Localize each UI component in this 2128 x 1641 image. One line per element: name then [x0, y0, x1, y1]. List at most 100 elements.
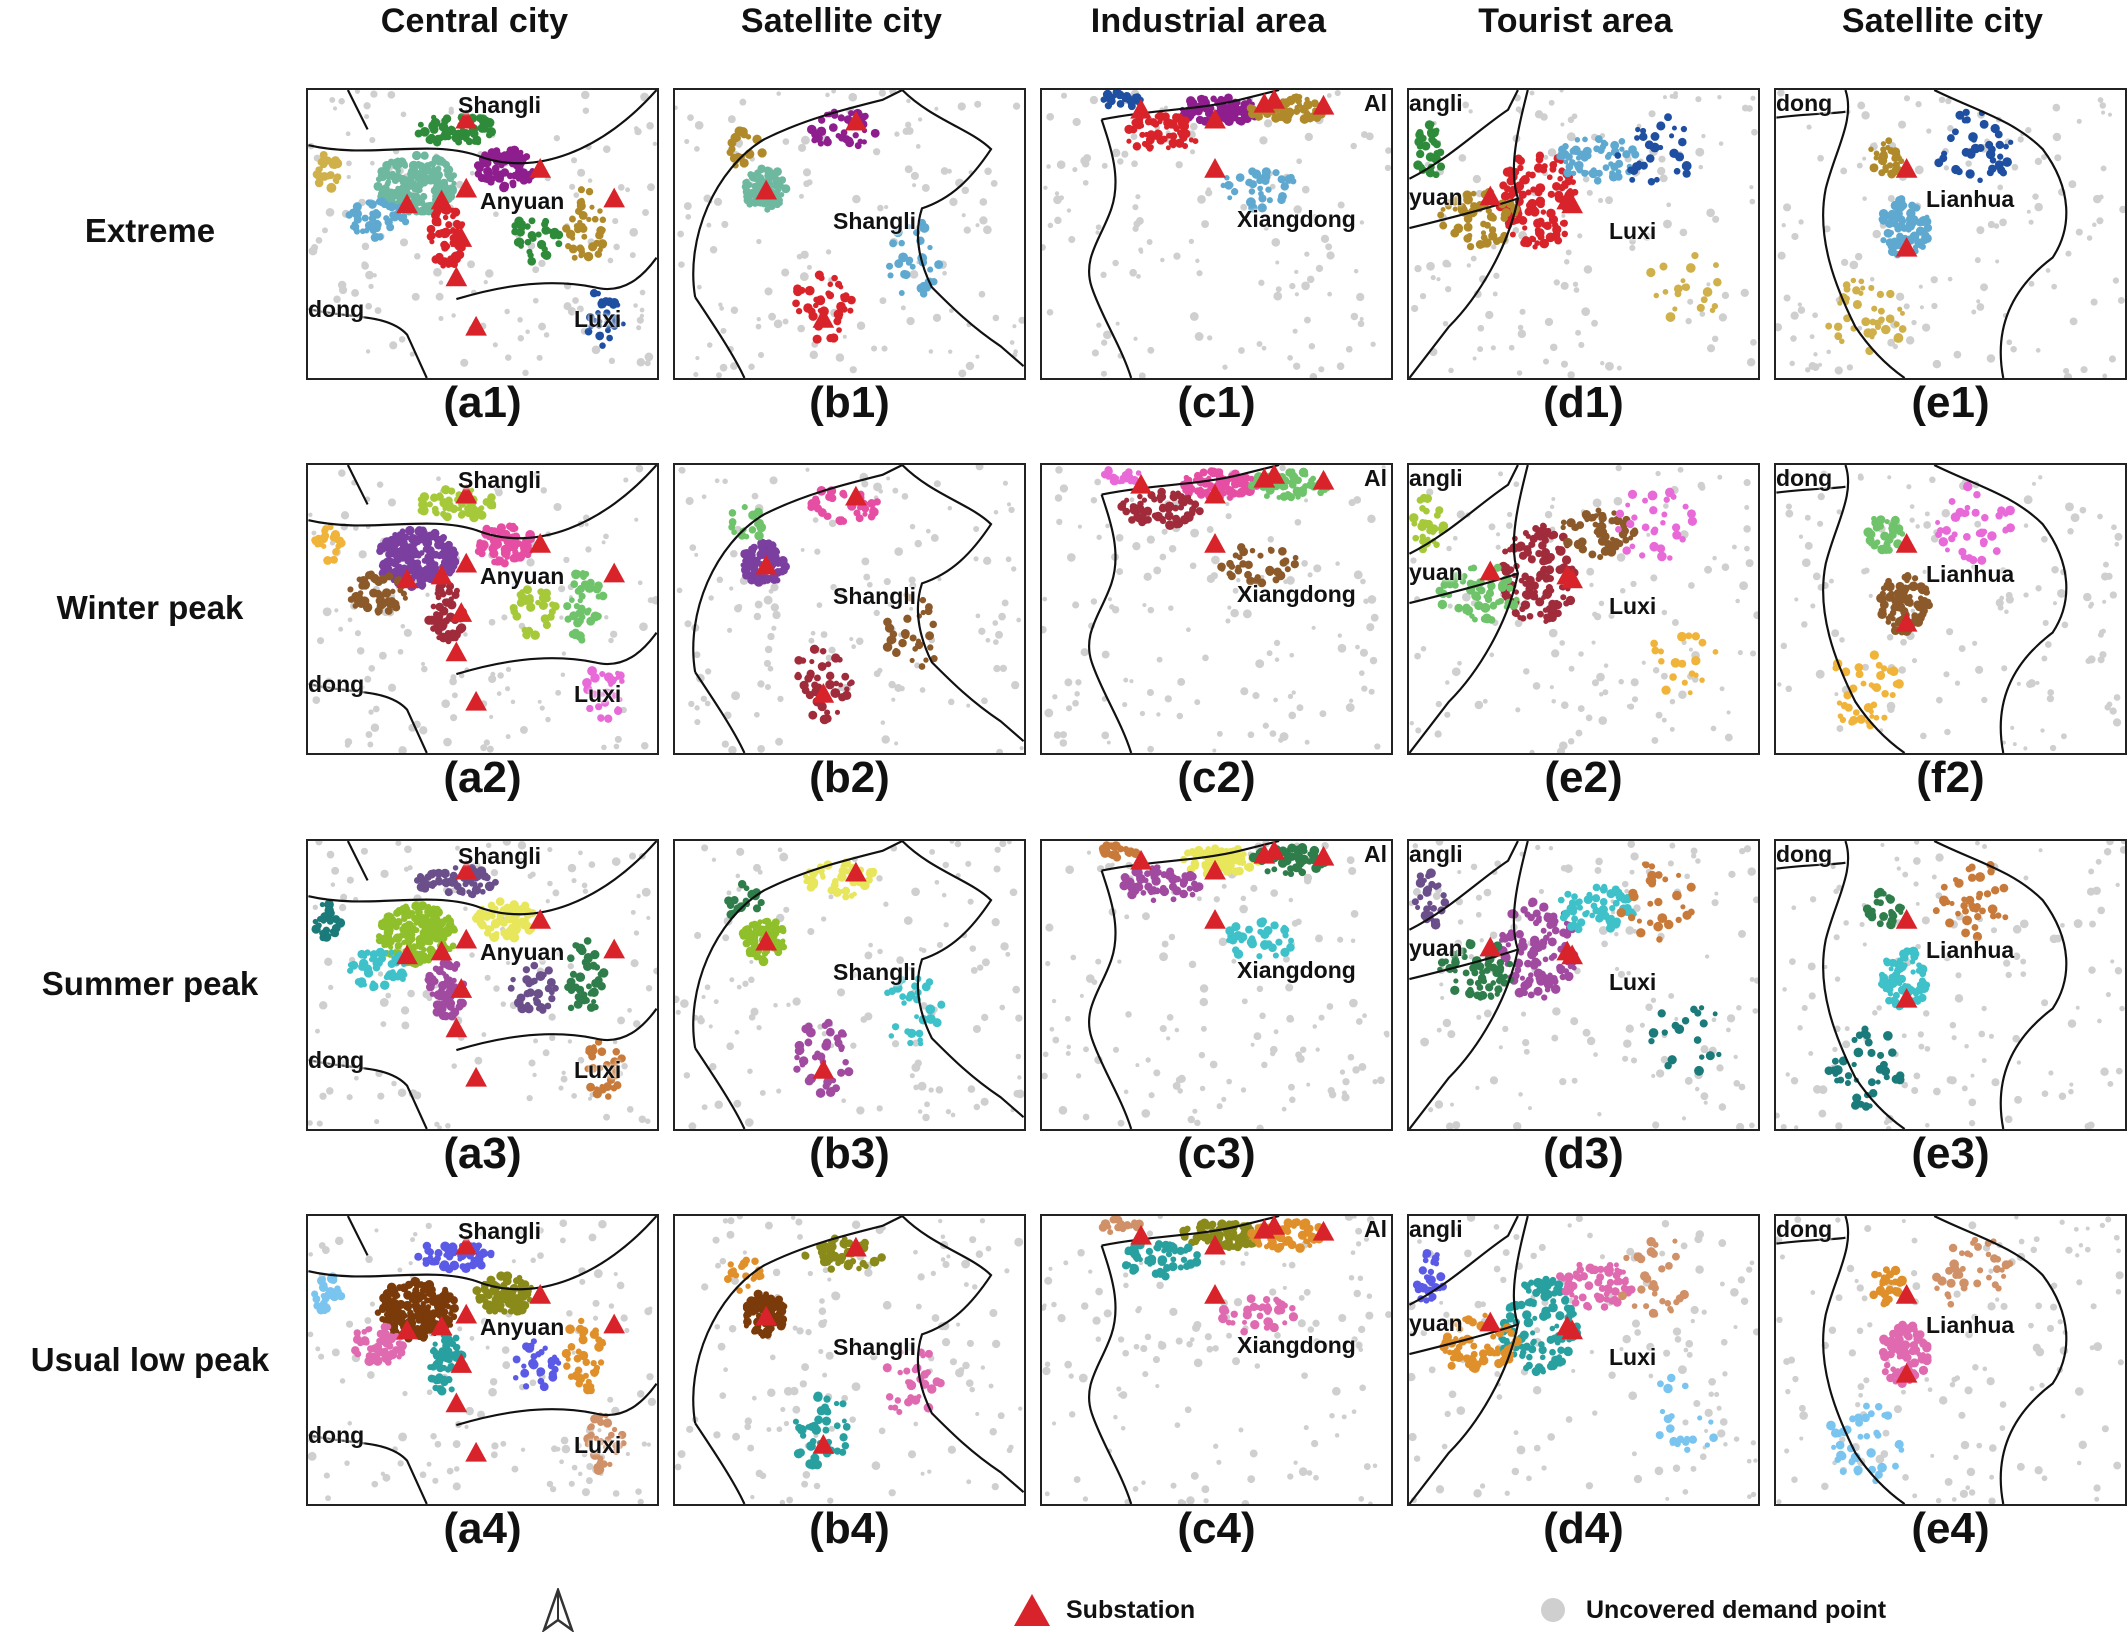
demand-point	[794, 672, 802, 681]
demand-point	[1669, 133, 1675, 139]
uncovered-demand-point	[1750, 339, 1757, 346]
uncovered-demand-point	[641, 887, 651, 897]
uncovered-demand-point	[1600, 361, 1605, 366]
demand-point	[1480, 234, 1488, 241]
demand-point	[471, 138, 479, 145]
uncovered-demand-point	[1784, 470, 1791, 478]
uncovered-demand-point	[1414, 652, 1421, 660]
uncovered-demand-point	[966, 703, 971, 708]
place-label: Luxi	[1609, 593, 1657, 619]
uncovered-demand-point	[613, 243, 620, 251]
uncovered-demand-point	[1296, 158, 1303, 165]
substation-marker	[1312, 94, 1335, 115]
uncovered-demand-point	[1930, 276, 1938, 284]
demand-point	[373, 233, 380, 239]
demand-point	[1639, 132, 1648, 141]
uncovered-demand-point	[1567, 371, 1575, 378]
demand-point	[1298, 467, 1309, 478]
demand-point	[1878, 169, 1886, 177]
uncovered-demand-point	[687, 114, 694, 121]
uncovered-demand-point	[1687, 298, 1694, 305]
demand-point	[777, 559, 786, 567]
demand-point	[1897, 306, 1903, 312]
uncovered-demand-point	[492, 342, 498, 348]
uncovered-demand-point	[1435, 700, 1442, 708]
demand-point	[1137, 500, 1144, 508]
demand-point	[1874, 539, 1881, 546]
demand-point	[359, 228, 366, 235]
uncovered-demand-point	[1698, 164, 1704, 170]
demand-point	[449, 871, 458, 880]
uncovered-demand-point	[1561, 213, 1566, 218]
demand-point	[1635, 126, 1641, 133]
uncovered-demand-point	[1101, 650, 1110, 659]
demand-point	[1277, 195, 1286, 205]
uncovered-demand-point	[1699, 311, 1706, 317]
uncovered-demand-point	[421, 665, 428, 673]
demand-point	[1112, 90, 1122, 97]
uncovered-demand-point	[1777, 251, 1786, 260]
uncovered-demand-point	[1575, 329, 1582, 336]
uncovered-demand-point	[536, 354, 543, 361]
demand-point	[577, 597, 583, 604]
district-boundary	[1409, 90, 1529, 378]
demand-point	[1485, 589, 1495, 598]
uncovered-demand-point	[1836, 725, 1844, 732]
map-panel-central-row2: Shangli Anyuan dong Luxi	[306, 463, 659, 755]
demand-point	[1979, 119, 1989, 129]
uncovered-demand-point	[1553, 279, 1560, 286]
demand-point	[1514, 154, 1523, 163]
uncovered-demand-point	[716, 372, 722, 378]
place-label: Shangli	[833, 583, 917, 609]
uncovered-demand-point	[2052, 132, 2062, 142]
uncovered-demand-point	[721, 220, 729, 228]
uncovered-demand-point	[878, 90, 886, 97]
demand-point	[1128, 516, 1136, 524]
demand-point	[1164, 511, 1174, 521]
demand-point	[457, 511, 466, 519]
uncovered-demand-point	[1054, 216, 1062, 225]
uncovered-demand-point	[1190, 528, 1200, 538]
uncovered-demand-points	[1042, 465, 1386, 753]
demand-point	[596, 691, 603, 698]
uncovered-demand-point	[757, 351, 765, 359]
uncovered-demand-point	[603, 1113, 611, 1121]
demand-point	[1266, 197, 1273, 204]
uncovered-demand-point	[714, 478, 720, 484]
demand-point	[924, 603, 933, 612]
uncovered-demand-point	[646, 915, 651, 921]
demand-point	[1657, 144, 1664, 151]
uncovered-demand-point	[617, 183, 625, 191]
demand-point	[398, 159, 406, 167]
uncovered-demand-point	[1477, 346, 1484, 353]
uncovered-demand-point	[1651, 737, 1659, 744]
district-boundary	[346, 90, 369, 130]
demand-point	[577, 186, 585, 194]
demand-point	[389, 193, 395, 200]
demand-point	[471, 885, 482, 895]
uncovered-demand-point	[433, 267, 442, 277]
uncovered-demand-point	[1863, 567, 1870, 574]
demand-point	[428, 531, 437, 541]
demand-point	[1543, 613, 1550, 621]
demand-point	[385, 572, 394, 581]
uncovered-demand-point	[775, 737, 784, 746]
uncovered-demand-point	[992, 314, 1000, 322]
uncovered-demand-point	[1163, 105, 1168, 110]
uncovered-demand-point	[1815, 669, 1825, 679]
uncovered-demand-point	[961, 186, 970, 195]
uncovered-demand-point	[940, 167, 949, 175]
demand-point	[1877, 609, 1887, 619]
uncovered-demand-point	[1697, 481, 1706, 490]
uncovered-demand-point	[571, 877, 577, 884]
demand-point	[1539, 557, 1548, 566]
demand-point	[446, 583, 453, 590]
uncovered-demand-point	[1598, 600, 1605, 607]
uncovered-demand-point	[700, 695, 707, 702]
uncovered-demand-point	[684, 138, 690, 144]
demand-point	[1884, 229, 1893, 238]
demand-point	[1570, 170, 1577, 177]
demand-point	[1639, 161, 1648, 170]
uncovered-demand-point	[1337, 201, 1345, 209]
uncovered-demand-point	[1456, 510, 1465, 519]
